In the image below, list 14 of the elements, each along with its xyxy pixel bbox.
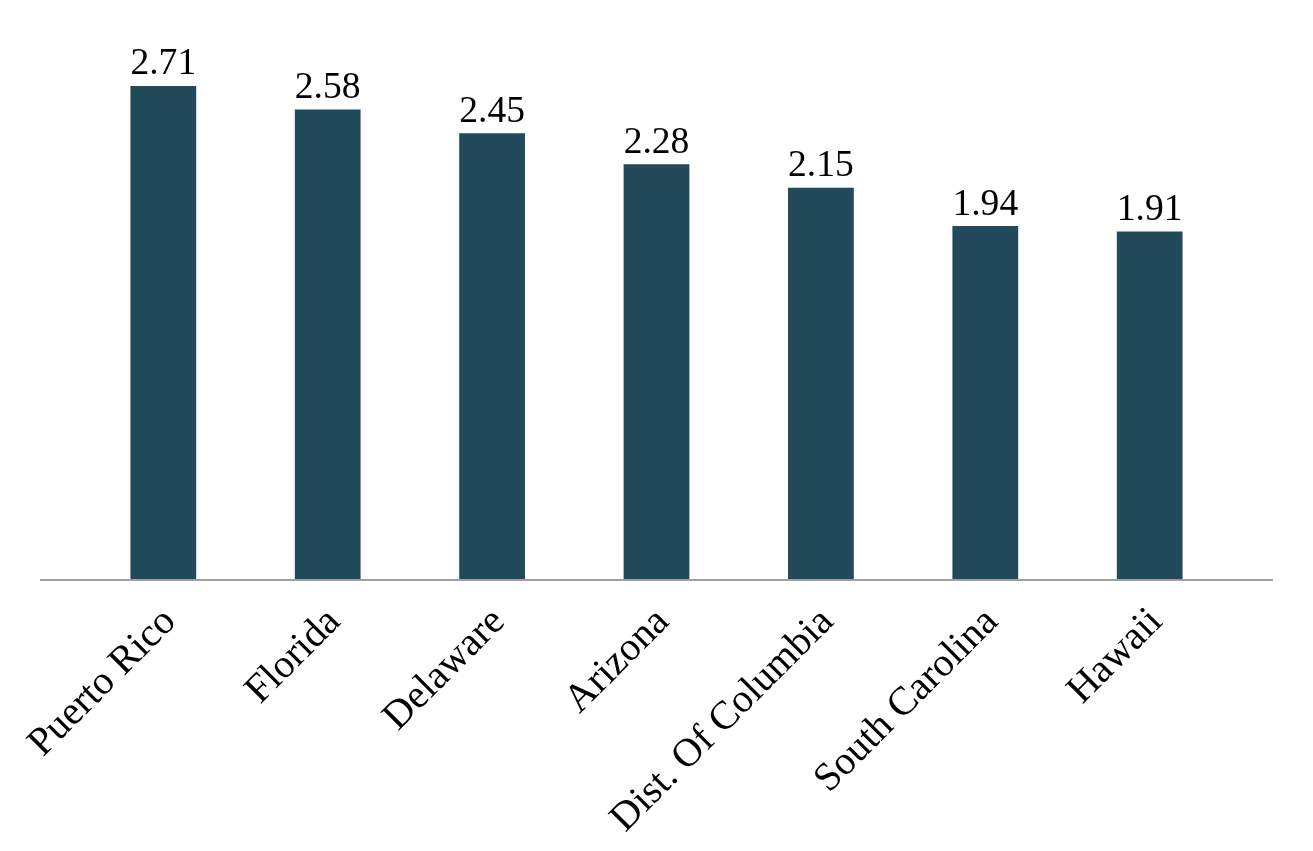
bar [130,85,197,579]
data-label: 2.58 [294,65,361,107]
data-label: 2.28 [623,119,690,161]
data-label: 2.15 [788,143,854,185]
bar [623,164,690,579]
data-label: 1.91 [1116,187,1183,229]
bar [788,187,854,579]
data-label: 2.45 [459,88,525,130]
bar [294,109,361,579]
bar [952,226,1019,579]
bar [459,133,525,579]
data-label: 1.94 [952,181,1019,223]
bar [1116,231,1183,579]
data-label: 2.71 [130,41,197,83]
